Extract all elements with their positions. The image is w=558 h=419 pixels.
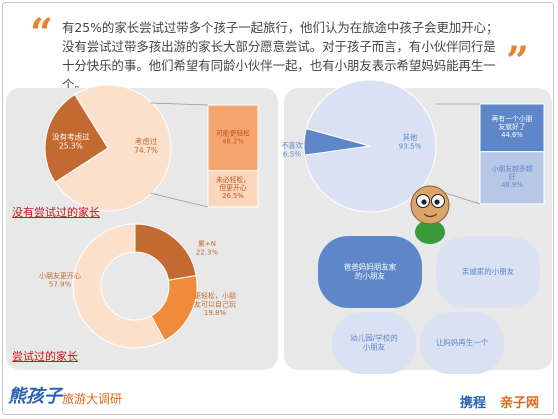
pie1-label-0: 没有考虑过 25.3% bbox=[52, 132, 90, 151]
pie3-label-0: 不喜欢 6.5% bbox=[281, 141, 303, 159]
breakdown1-label-1: 未必轻松，但更开心 26.5% bbox=[216, 175, 250, 200]
open-quote-icon: “ bbox=[30, 10, 54, 57]
breakdown1-label-0: 可能更轻松 48.2% bbox=[216, 128, 250, 145]
donut-label-1: 更轻松，小朋友可以自己玩 19.8% bbox=[194, 291, 236, 317]
breakdown1-bar-1 bbox=[207, 170, 259, 208]
kid-body bbox=[415, 220, 445, 244]
kid-mouth bbox=[423, 213, 438, 218]
wish-bubble-label-0: 爸爸妈妈朋友家的小朋友 bbox=[344, 262, 397, 281]
wish-bubble-1 bbox=[436, 236, 540, 308]
breakdown3-bar-0 bbox=[479, 103, 545, 153]
wish-bubble-label-2: 幼儿园/学校的小朋友 bbox=[350, 333, 398, 352]
pie1-connector-top bbox=[149, 102, 209, 106]
kid-pupil-right bbox=[434, 199, 440, 205]
pie3-label-1: 其他 93.5% bbox=[399, 133, 422, 151]
kid-mascot-icon bbox=[410, 185, 450, 244]
donut-label-2: 小朋友更开心 57.9% bbox=[39, 271, 81, 288]
pie1-slice-0 bbox=[44, 93, 109, 184]
intro-text: 有25%的家长尝试过带多个孩子一起旅行，他们认为在旅途中孩子会更加开心；没有尝试… bbox=[62, 20, 499, 92]
wish-bubble-0 bbox=[318, 236, 422, 308]
footer-subtitle: 旅游大调研 bbox=[62, 392, 123, 406]
donut-label-0: 累+N 22.3% bbox=[196, 240, 219, 256]
breakdown3-label-0: 再有一个小朋友就好了 44.6% bbox=[492, 114, 533, 139]
wish-bubble-2 bbox=[332, 312, 416, 374]
ctrip-logo: 携程 bbox=[460, 396, 487, 411]
parenting-logo: 亲子网 bbox=[500, 396, 540, 411]
pie1-slice-1 bbox=[54, 84, 172, 212]
breakdown1-bar-0 bbox=[207, 104, 259, 172]
pie3-slice-1 bbox=[304, 79, 437, 213]
tried-title: 尝试过的家长 bbox=[12, 350, 78, 363]
wish-bubble-3 bbox=[420, 312, 504, 374]
breakdown3-label-1: 小朋友越多越好 48.9% bbox=[492, 164, 533, 189]
close-quote-icon: ” bbox=[506, 38, 530, 85]
donut-slice-0 bbox=[134, 223, 197, 281]
wish-bubble-label-3: 让妈妈再生一个 bbox=[436, 337, 489, 347]
breakdown3-bar-1 bbox=[479, 151, 545, 205]
not-tried-title: 没有尝试过的家长 bbox=[12, 206, 100, 219]
wish-bubble-label-1: 亲戚家的小朋友 bbox=[462, 266, 515, 276]
pie1-connector-bottom bbox=[149, 192, 209, 208]
donut-slice-2 bbox=[72, 223, 166, 349]
slide-frame bbox=[2, 2, 554, 415]
footer-title: 熊孩子 bbox=[8, 386, 62, 407]
pie1-label-1: 考虑过 74.7% bbox=[134, 136, 158, 155]
kid-pupil-left bbox=[421, 199, 427, 205]
